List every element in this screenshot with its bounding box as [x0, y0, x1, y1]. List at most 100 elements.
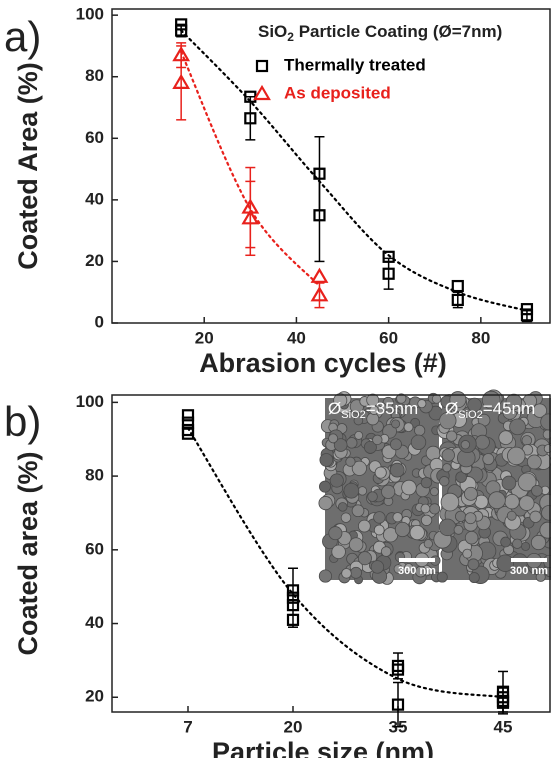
panel-label: b): [4, 398, 41, 445]
legend-item: Thermally treated: [255, 55, 426, 74]
particle: [488, 491, 506, 510]
fit-line: [186, 427, 505, 699]
particle: [420, 476, 433, 489]
particle: [404, 563, 414, 573]
particle: [357, 551, 372, 566]
data-point: [181, 427, 195, 440]
x-tick-label: 20: [284, 717, 303, 736]
data-point: [286, 591, 300, 604]
particle: [348, 537, 364, 552]
particle: [468, 572, 480, 584]
particle: [354, 430, 364, 440]
particle: [501, 475, 517, 491]
particle: [436, 571, 448, 583]
y-tick-label: 40: [85, 613, 104, 632]
legend-title: SiO2 Particle Coating (Ø=7nm): [258, 22, 502, 44]
y-tick-label: 80: [85, 66, 104, 85]
particle: [500, 536, 511, 548]
particle: [431, 394, 442, 404]
particle: [496, 554, 514, 573]
particle: [389, 462, 405, 478]
y-tick-label: 80: [85, 466, 104, 485]
particle: [455, 471, 467, 483]
particle: [504, 494, 520, 510]
legend-label: As deposited: [284, 83, 391, 102]
y-axis-title: Coated Area (%): [13, 62, 43, 270]
data-point: [391, 698, 405, 711]
particle: [417, 399, 427, 409]
particle: [318, 569, 333, 583]
particle: [464, 512, 477, 525]
data-point: [181, 416, 195, 429]
legend-label: Thermally treated: [284, 55, 426, 74]
particle: [507, 446, 526, 466]
inset-label-sub: SiO2: [341, 409, 365, 421]
scale-label: 300 nm: [510, 565, 548, 577]
y-tick-label: 100: [76, 5, 104, 24]
error-bar: [288, 567, 298, 628]
particle: [506, 510, 517, 521]
particle: [381, 484, 396, 499]
x-tick-label: 80: [471, 328, 490, 347]
error-bar: [383, 257, 394, 290]
particle: [460, 440, 471, 450]
error-bar: [498, 687, 508, 715]
particle: [467, 558, 480, 571]
particle: [380, 546, 392, 557]
particle: [350, 566, 362, 579]
particle: [340, 512, 352, 523]
inset-label-part: Ø: [445, 399, 458, 418]
particle: [440, 492, 460, 512]
data-point: [313, 209, 326, 222]
data-point: [451, 293, 464, 307]
particle: [429, 503, 441, 515]
particle: [539, 521, 551, 539]
error-bar: [176, 45, 187, 121]
particle: [318, 496, 333, 511]
particle: [333, 438, 348, 452]
particle: [441, 448, 455, 462]
y-tick-label: 60: [85, 128, 104, 147]
particle: [438, 518, 457, 537]
inset-label-part: Ø: [328, 399, 341, 418]
particle: [374, 466, 387, 479]
inset-label-part: =45nm: [483, 399, 535, 418]
particle: [439, 411, 457, 430]
data-point: [175, 24, 188, 37]
y-tick-label: 60: [85, 539, 104, 558]
data-point: [520, 309, 534, 322]
x-tick-label: 40: [287, 328, 306, 347]
particle: [521, 541, 531, 551]
particle: [328, 433, 339, 444]
inset-label: ØSiO2=45nm: [445, 399, 535, 420]
x-axis-title: Abrasion cycles (#): [199, 348, 447, 378]
particle: [345, 456, 356, 467]
particle: [319, 453, 334, 467]
particle: [423, 539, 433, 549]
inset-label-sub: SiO2: [458, 409, 482, 421]
data-point: [496, 696, 510, 709]
particle: [531, 484, 543, 497]
particle: [453, 524, 464, 535]
particle: [393, 564, 404, 574]
particle: [540, 413, 551, 431]
particle: [370, 560, 385, 574]
plot-frame: [111, 8, 551, 324]
particle: [337, 502, 348, 512]
particle: [341, 568, 352, 579]
legend-title-part: Particle Coating (Ø=7nm): [294, 22, 502, 41]
y-tick-label: 20: [85, 251, 104, 270]
particle: [391, 419, 401, 429]
legend-item: As deposited: [253, 83, 391, 102]
particle: [505, 393, 523, 411]
x-axis-title: Particle size (nm): [212, 737, 434, 758]
particle: [442, 463, 452, 473]
particle: [463, 486, 478, 501]
inset-label: ØSiO2=35nm: [328, 399, 418, 420]
y-tick-label: 100: [76, 392, 104, 411]
particle: [429, 487, 439, 497]
particle: [366, 393, 380, 407]
particle: [410, 434, 427, 450]
particle: [331, 544, 346, 560]
particle: [409, 524, 425, 541]
